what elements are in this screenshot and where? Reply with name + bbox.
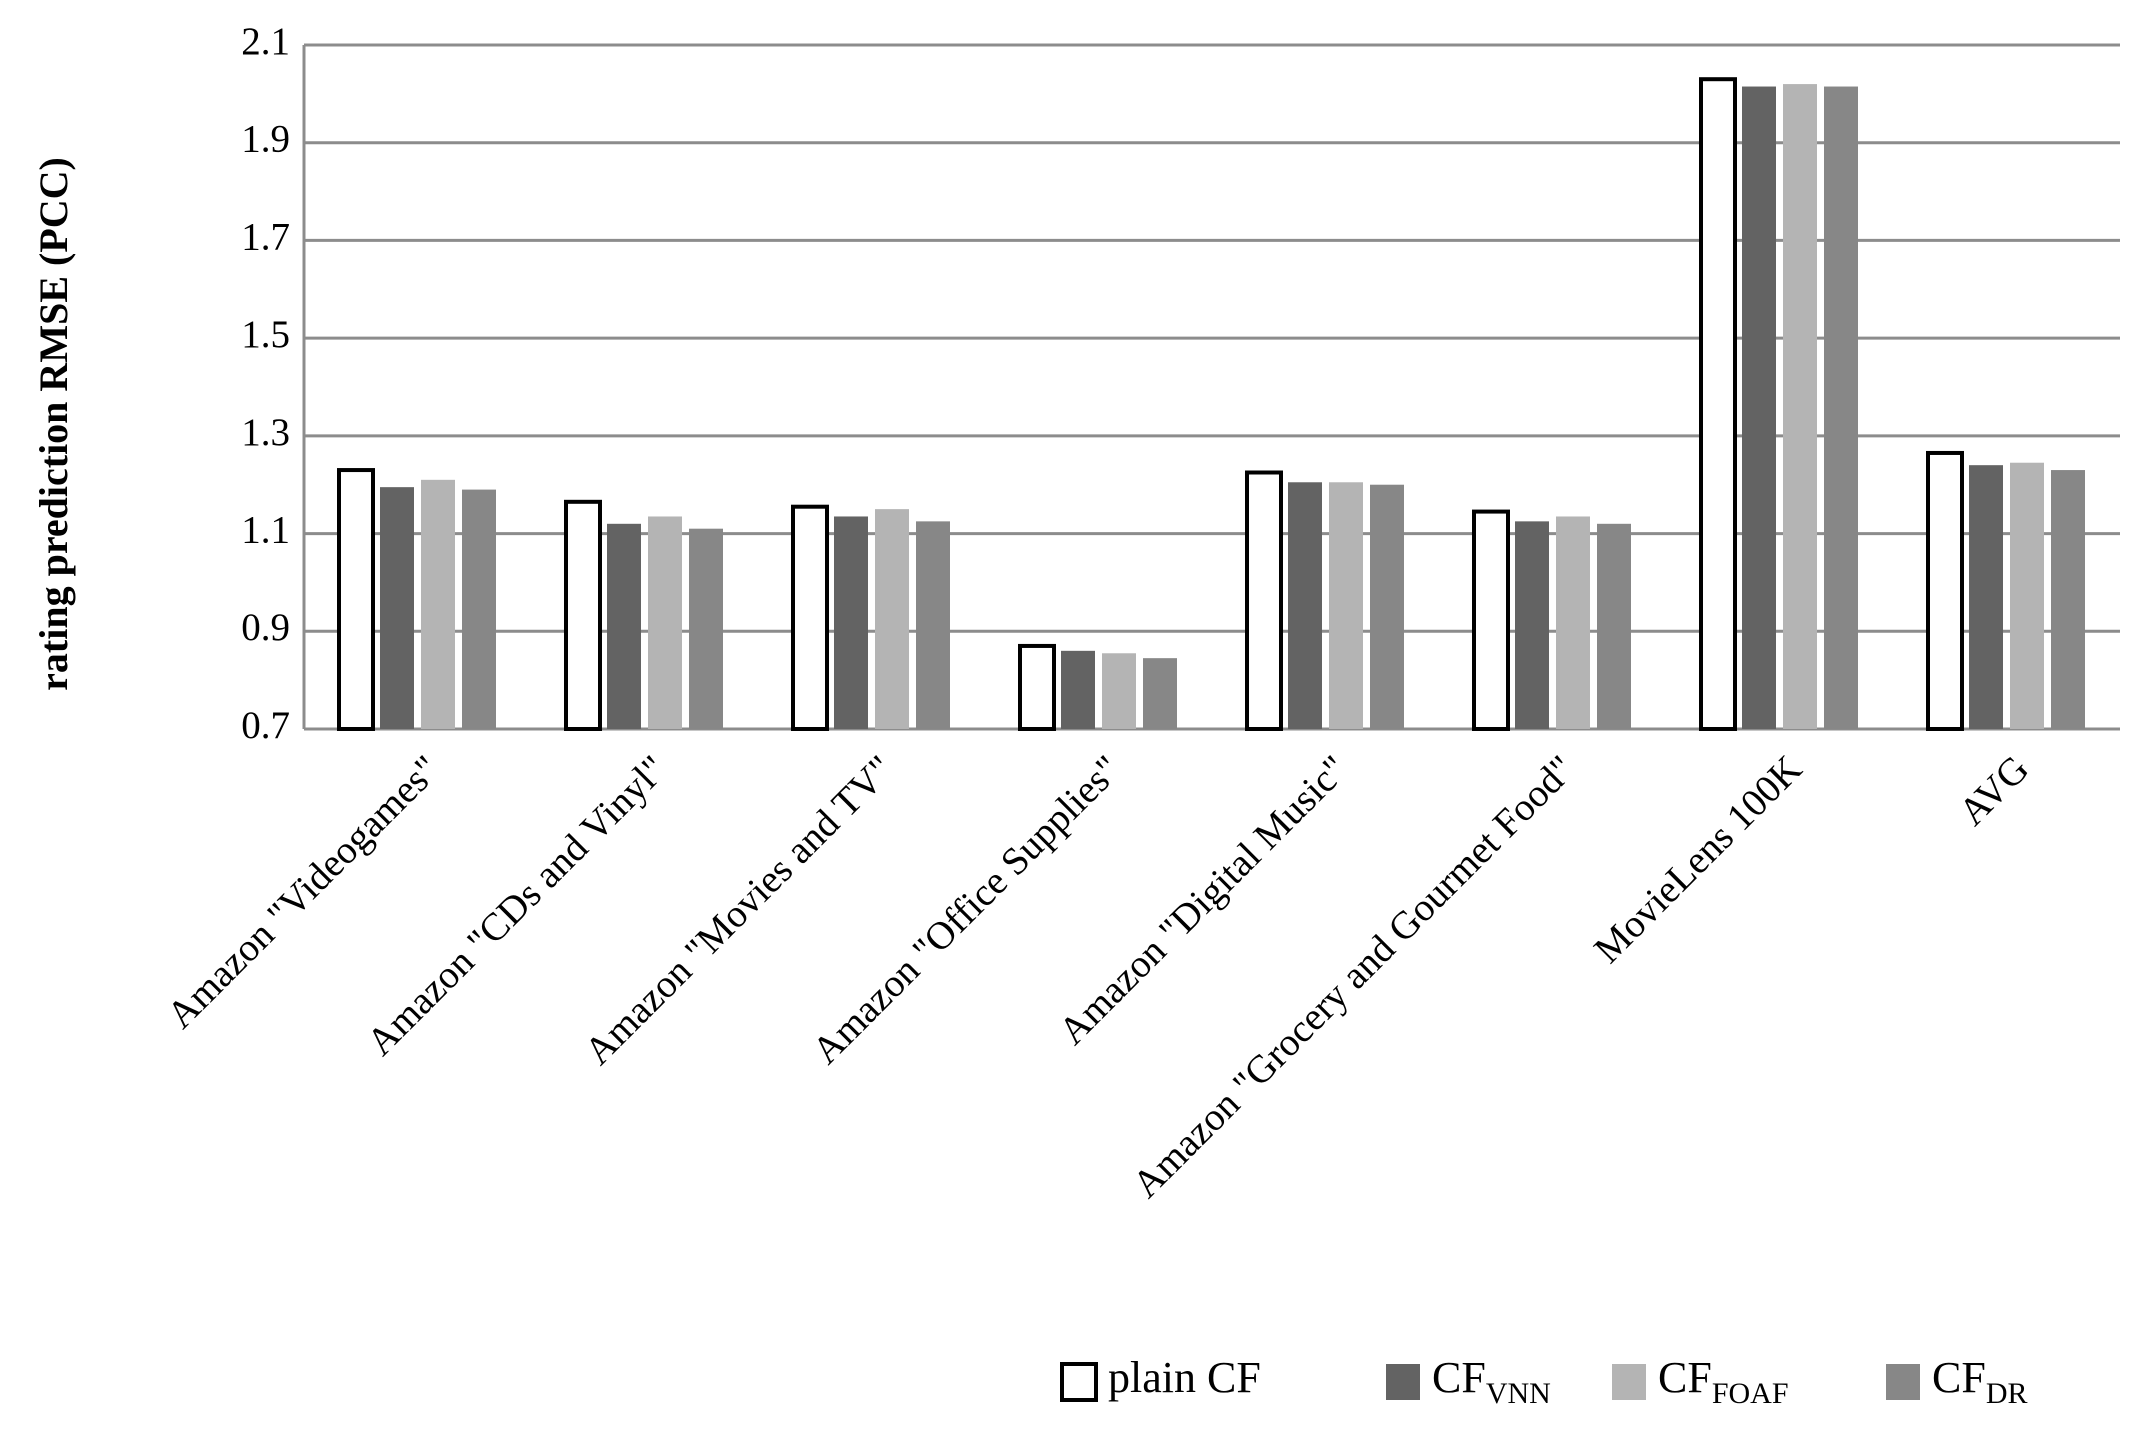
bar — [564, 499, 602, 732]
bar — [648, 516, 682, 729]
legend-subscript: FOAF — [1712, 1377, 1789, 1410]
bar — [1143, 658, 1177, 729]
bar — [1061, 650, 1095, 729]
legend-name: CF — [1658, 1353, 1712, 1402]
x-tick-label: MovieLens 100K — [1586, 747, 1810, 971]
bar — [1969, 465, 2003, 729]
bar — [421, 479, 455, 729]
bar — [1370, 484, 1404, 729]
bar — [380, 487, 414, 729]
y-tick-label: 1.5 — [241, 313, 290, 356]
bar — [1742, 86, 1776, 730]
legend-swatch — [1886, 1364, 1920, 1400]
y-tick-label: 1.3 — [241, 411, 290, 454]
bar — [1699, 77, 1737, 731]
x-tick-label: Amazon "Grocery and Gourmet Food" — [1124, 747, 1583, 1206]
bar — [1824, 86, 1858, 730]
legend-swatch — [1060, 1362, 1098, 1402]
legend-label: CFFOAF — [1658, 1353, 1789, 1410]
bar — [462, 489, 496, 729]
y-tick-label: 2.1 — [241, 20, 290, 63]
bar — [1597, 523, 1631, 729]
bar — [916, 521, 950, 729]
bar — [1018, 643, 1056, 732]
bar — [337, 468, 375, 731]
y-tick-label: 1.9 — [241, 118, 290, 161]
bar — [1102, 653, 1136, 729]
legend-subscript: VNN — [1486, 1377, 1551, 1410]
bar — [2051, 470, 2085, 729]
y-axis-label: rating prediction RMSE (PCC) — [31, 157, 76, 691]
legend-label: CFVNN — [1432, 1353, 1551, 1410]
bar — [689, 528, 723, 729]
y-tick-label: 0.7 — [241, 704, 290, 747]
bar — [834, 516, 868, 729]
legend-name: CF — [1432, 1353, 1486, 1402]
bar — [791, 504, 829, 732]
legend-subscript: DR — [1986, 1377, 2028, 1410]
bar — [607, 523, 641, 729]
legend-swatch — [1612, 1364, 1646, 1400]
x-tick-label: AVG — [1951, 747, 2038, 834]
legend-name: plain CF — [1108, 1353, 1261, 1402]
y-tick-label: 0.9 — [241, 606, 290, 649]
bar — [1515, 521, 1549, 729]
bar — [1472, 509, 1510, 732]
bar — [875, 509, 909, 729]
bar — [1926, 450, 1964, 731]
legend-label: plain CF — [1108, 1353, 1261, 1402]
bar — [1329, 482, 1363, 729]
bar — [1556, 516, 1590, 729]
bar — [1288, 482, 1322, 729]
legend-name: CF — [1932, 1353, 1986, 1402]
bar — [1245, 470, 1283, 731]
bar — [1783, 84, 1817, 730]
y-tick-label: 1.7 — [241, 215, 290, 258]
bar — [2010, 462, 2044, 729]
legend-label: CFDR — [1932, 1353, 2028, 1410]
legend-swatch — [1386, 1364, 1420, 1400]
y-tick-label: 1.1 — [241, 509, 290, 552]
